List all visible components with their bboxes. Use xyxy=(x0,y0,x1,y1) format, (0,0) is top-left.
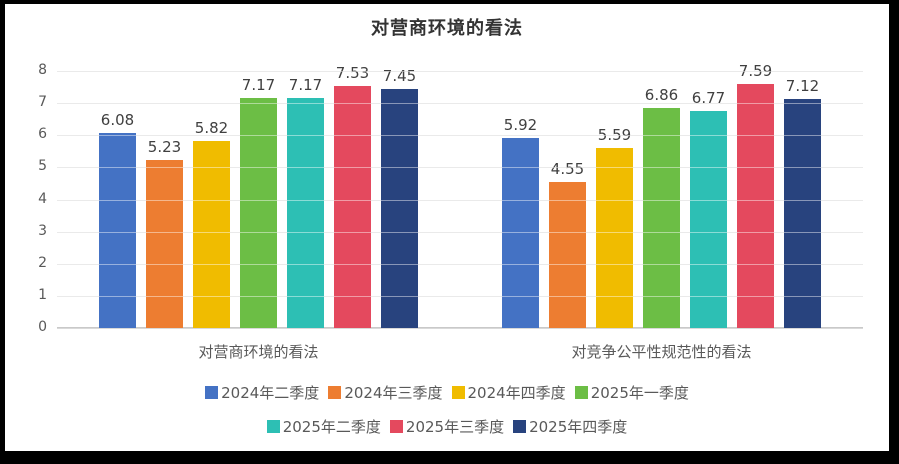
chart-title: 对营商环境的看法 xyxy=(371,18,523,39)
legend-label: 2024年二季度 xyxy=(221,384,320,402)
category-label: 对竞争公平性规范性的看法 xyxy=(571,343,752,361)
y-axis-tick-label: 1 xyxy=(38,286,47,303)
y-axis-tick-label: 3 xyxy=(38,222,47,239)
category-label: 对营商环境的看法 xyxy=(198,343,319,361)
legend-label: 2024年四季度 xyxy=(467,384,566,402)
legend-swatch-icon xyxy=(574,386,588,399)
bar-group: 6.08 5.23 5.82 7.17 7.17 7.53 7.45 xyxy=(57,64,460,328)
bar: 7.17 xyxy=(240,76,277,328)
bar: 4.55 xyxy=(549,160,586,328)
legend-item: 2025年二季度 xyxy=(266,416,381,437)
bar: 6.86 xyxy=(643,86,680,328)
bar: 7.53 xyxy=(334,64,371,328)
y-axis-tick-label: 7 xyxy=(38,94,47,111)
legend-label: 2025年一季度 xyxy=(590,384,689,402)
bar: 5.82 xyxy=(193,119,230,328)
y-axis-tick-label: 8 xyxy=(38,62,47,78)
y-axis-tick-label: 2 xyxy=(38,254,47,271)
gridline-overlay xyxy=(57,135,863,137)
legend-row: 2024年二季度 2024年三季度 2024年四季度 2025年一季度 xyxy=(5,382,889,403)
gridline-overlay xyxy=(57,231,863,233)
bar-group: 5.92 4.55 5.59 6.86 6.77 7.59 7.12 xyxy=(460,62,863,328)
bar-groups: 6.08 5.23 5.82 7.17 7.17 7.53 7.45 5.92 4.55 5.59… xyxy=(57,62,863,328)
legend-item: 2024年二季度 xyxy=(205,382,319,403)
legend-label: 2025年三季度 xyxy=(405,418,505,436)
legend-row: 2025年二季度 2025年三季度 2025年四季度 xyxy=(5,416,889,437)
bar-value-label: 5.23 xyxy=(147,138,182,156)
bar: 7.45 xyxy=(381,67,418,328)
legend-item: 2025年四季度 xyxy=(513,416,627,437)
bar-value-label: 7.17 xyxy=(241,75,276,94)
gridline xyxy=(57,167,863,169)
gridline-overlay xyxy=(57,295,863,297)
bar-value-label: 6.77 xyxy=(691,88,726,107)
bar: 7.59 xyxy=(737,62,774,328)
bar-value-label: 5.82 xyxy=(194,119,229,138)
bar-value-label: 6.86 xyxy=(644,85,679,104)
bar-value-label: 7.59 xyxy=(738,62,773,81)
gridline xyxy=(57,328,863,329)
gridline xyxy=(57,71,863,72)
gridline xyxy=(57,231,863,233)
legend: 2024年二季度 2024年三季度 2024年四季度 2025年一季度 2025年二季度… xyxy=(5,382,889,437)
bar-value-label: 7.45 xyxy=(382,66,417,85)
bar-value-label: 4.55 xyxy=(550,159,585,178)
gridline-overlay xyxy=(57,103,863,105)
legend-swatch-icon xyxy=(389,420,403,433)
gridline-overlay xyxy=(57,199,863,201)
bar-value-label: 7.12 xyxy=(785,77,820,96)
legend-item: 2025年三季度 xyxy=(389,416,505,437)
bar-value-label: 6.08 xyxy=(100,110,135,129)
bar: 6.08 xyxy=(99,111,136,328)
gridline-overlay xyxy=(57,167,863,169)
legend-swatch-icon xyxy=(451,386,465,399)
category-axis-labels: 对营商环境的看法 对竞争公平性规范性的看法 xyxy=(57,341,863,362)
bar: 6.77 xyxy=(690,89,727,328)
chart-area: 对营商环境的看法 6.08 5.23 5.82 7.17 7.17 7.53 7.45 5.9… xyxy=(5,4,889,451)
legend-swatch-icon xyxy=(513,420,527,433)
y-axis-tick-label: 5 xyxy=(38,158,47,175)
gridline-overlay xyxy=(57,71,863,72)
legend-swatch-icon xyxy=(328,386,342,399)
legend-item: 2025年一季度 xyxy=(574,382,689,403)
bar: 5.92 xyxy=(502,116,539,328)
gridline-overlay xyxy=(57,263,863,265)
legend-swatch-icon xyxy=(205,386,219,399)
gridline xyxy=(57,135,863,137)
plot-area: 6.08 5.23 5.82 7.17 7.17 7.53 7.45 5.92 4.55 5.59… xyxy=(38,62,863,335)
legend-item: 2024年四季度 xyxy=(451,382,566,403)
y-axis-tick-label: 0 xyxy=(38,319,47,335)
bar-value-label: 5.59 xyxy=(597,126,632,145)
gridline xyxy=(57,263,863,265)
bar: 7.17 xyxy=(287,76,324,328)
bar: 5.23 xyxy=(146,138,183,328)
legend-item: 2024年三季度 xyxy=(328,382,443,403)
gridline xyxy=(57,295,863,297)
bar: 7.12 xyxy=(784,77,821,328)
y-axis-tick-label: 4 xyxy=(38,190,47,207)
legend-swatch-icon xyxy=(266,420,280,433)
gridline xyxy=(57,103,863,105)
gridline xyxy=(57,199,863,201)
bar: 5.59 xyxy=(596,126,633,328)
y-axis-tick-label: 6 xyxy=(38,126,47,143)
bar-value-label: 7.53 xyxy=(335,64,370,83)
legend-label: 2025年四季度 xyxy=(529,418,628,436)
bar-value-label: 7.17 xyxy=(288,75,323,94)
bar-value-label: 5.92 xyxy=(503,115,538,134)
legend-label: 2025年二季度 xyxy=(282,418,381,436)
legend-label: 2024年三季度 xyxy=(344,384,443,402)
